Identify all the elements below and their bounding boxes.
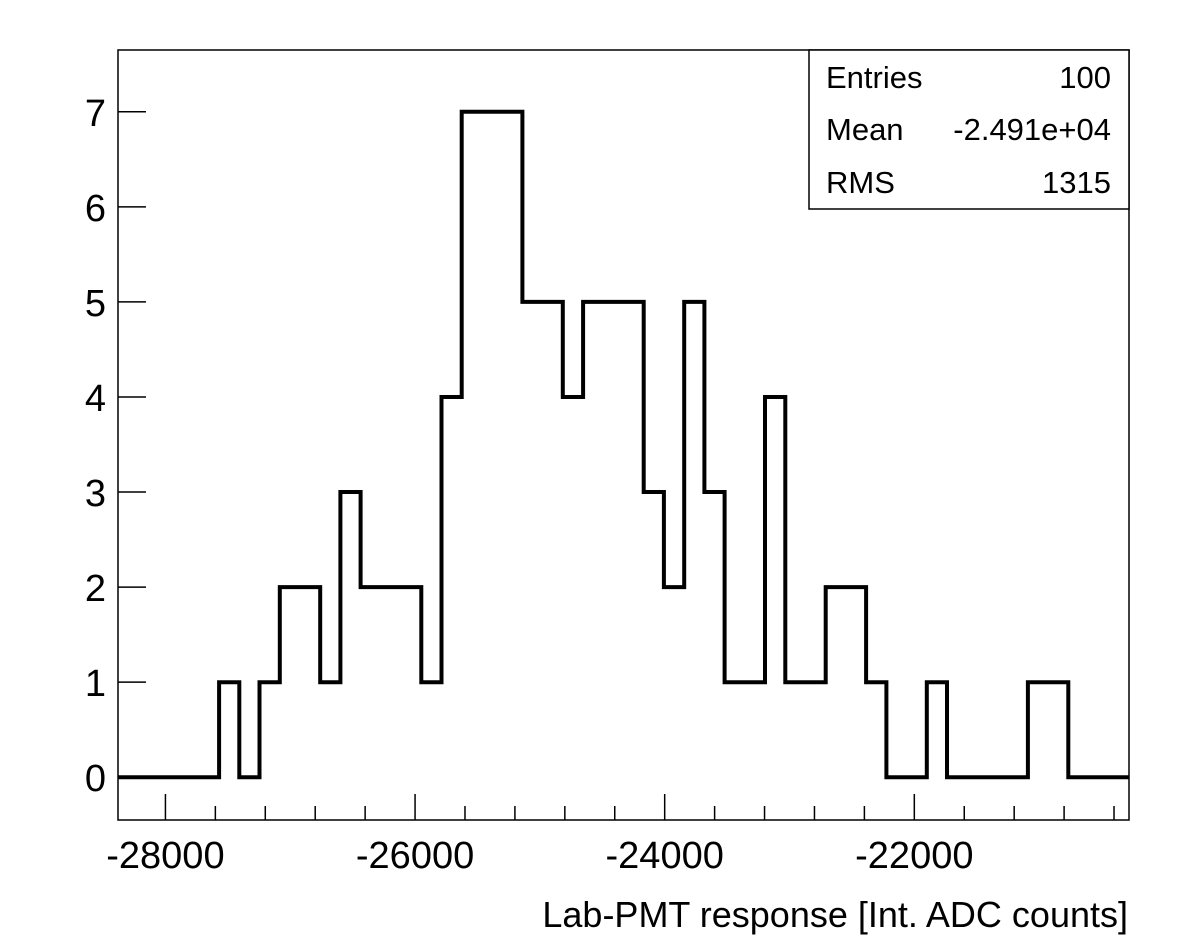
stats-box: Entries 100 Mean -2.491e+04 RMS 1315 bbox=[808, 49, 1130, 210]
y-tick-label: 4 bbox=[85, 378, 106, 420]
x-tick-label: -26000 bbox=[356, 835, 474, 877]
histogram-outline bbox=[118, 109, 1129, 780]
x-axis-ticks bbox=[164, 794, 1115, 820]
y-tick-label: 6 bbox=[85, 188, 106, 230]
x-tick-label: -28000 bbox=[106, 835, 224, 877]
stats-box-frame bbox=[808, 49, 1130, 210]
stats-mean-value: -2.491e+04 bbox=[953, 112, 1111, 147]
stats-entries-label: Entries bbox=[826, 60, 922, 95]
x-tick-label: -22000 bbox=[855, 835, 973, 877]
stats-mean-label: Mean bbox=[826, 112, 904, 147]
stats-rms-value: 1315 bbox=[1042, 165, 1111, 200]
y-tick-label: 1 bbox=[85, 663, 106, 705]
y-axis-ticks bbox=[118, 111, 146, 778]
x-tick-label: -24000 bbox=[606, 835, 724, 877]
y-tick-label: 0 bbox=[85, 758, 106, 800]
stats-rms-label: RMS bbox=[826, 165, 895, 200]
x-axis-title: Lab-PMT response [Int. ADC counts] bbox=[542, 894, 1128, 935]
y-tick-label: 7 bbox=[85, 93, 106, 135]
y-tick-label: 2 bbox=[85, 568, 106, 610]
y-axis-tick-labels: 0 1 2 3 4 5 6 7 bbox=[85, 93, 106, 800]
plot-frame bbox=[117, 49, 1130, 821]
y-tick-label: 5 bbox=[85, 283, 106, 325]
x-axis-tick-labels: -28000 -26000 -24000 -22000 bbox=[106, 835, 973, 877]
y-tick-label: 3 bbox=[85, 473, 106, 515]
stats-entries-value: 100 bbox=[1059, 60, 1111, 95]
